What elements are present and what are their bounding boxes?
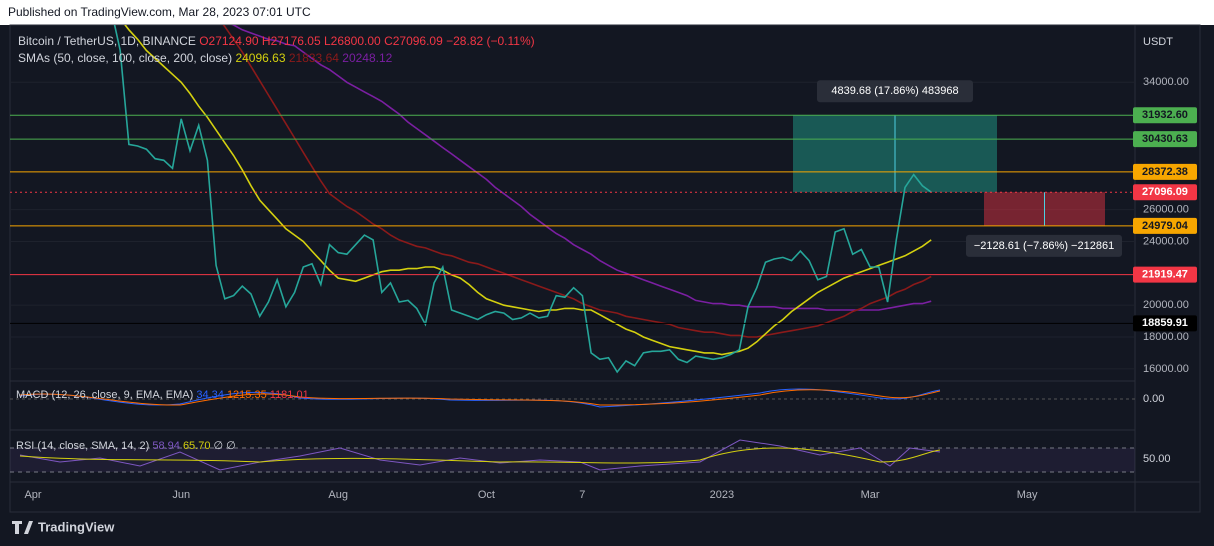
legend-entry: 21833.64 (289, 51, 339, 65)
ohlc: O27124.90 (199, 34, 259, 48)
ohlc: −28.82 (−0.11%) (446, 34, 535, 48)
x-tick-label: May (1017, 489, 1038, 501)
measure-label: −2128.61 (−7.86%) −212861 (974, 240, 1114, 252)
price-line (113, 25, 932, 374)
frame (9, 24, 1201, 513)
rsi-ma (19, 447, 941, 464)
level-label-bg (1133, 217, 1197, 234)
sma-name: SMAs (50, close, 100, close, 200, close) (18, 51, 232, 65)
rsi-name: RSI (14, close, SMA, 14, 2) (16, 440, 149, 452)
level-label: 21919.47 (1142, 269, 1188, 281)
ohlc: C27096.09 (384, 34, 443, 48)
y-tick-label: 18000.00 (1143, 331, 1189, 343)
ohlc: H27176.05 (262, 34, 321, 48)
level-label: 27096.09 (1142, 186, 1188, 198)
measure-label-bg (966, 234, 1122, 257)
macd-value: 34.34 (196, 389, 224, 401)
footer: TradingView (38, 519, 115, 534)
published: Published on TradingView.com, Mar 28, 20… (8, 5, 311, 19)
y-tick-label: 20000.00 (1143, 299, 1189, 311)
level-label: 24979.04 (1142, 220, 1189, 232)
rsi-value: 65.70 (183, 440, 211, 452)
signal-line (19, 389, 941, 406)
x-tick-label: Apr (24, 489, 41, 501)
rsi-value: ∅ ∅ (214, 440, 236, 452)
level-label-bg (1133, 107, 1197, 124)
y-tick-label: 26000.00 (1143, 204, 1189, 216)
level-label-bg (1133, 184, 1197, 201)
measure-label-bg (817, 80, 973, 103)
x-tick-label: Aug (328, 489, 348, 501)
macd-value: 1181.01 (270, 389, 309, 401)
x-tick-label: Jun (172, 489, 190, 501)
x-tick-label: Oct (478, 489, 495, 501)
rsi-tick: 50.00 (1143, 453, 1171, 465)
symbol: Bitcoin / TetherUS, 1D, BINANCE (18, 34, 196, 48)
rsi-line (19, 439, 941, 471)
y-tick-label: 16000.00 (1143, 363, 1189, 375)
level-label-bg (1133, 131, 1197, 148)
y-tick-label: 34000.00 (1143, 76, 1189, 88)
header-bar (0, 0, 1214, 25)
macd-value: 1215.35 (227, 389, 267, 401)
rsi-legend: RSI (14, close, SMA, 14, 2) 58.94 65.70 … (16, 440, 236, 452)
legend-entry: 24096.63 (235, 51, 285, 65)
sma-legend: SMAs (50, close, 100, close, 200, close)… (18, 51, 393, 65)
level-label: 18859.91 (1142, 317, 1188, 329)
ohlc: L26800.00 (324, 34, 381, 48)
level-label-bg (1133, 315, 1197, 332)
sma-line (231, 25, 932, 311)
x-tick-label: 2023 (710, 489, 734, 501)
measure-label: 4839.68 (17.86%) 483968 (831, 85, 958, 97)
legend-entry: 20248.12 (342, 51, 392, 65)
macd-legend: MACD (12, 26, close, 9, EMA, EMA) 34.34 … (16, 389, 309, 401)
y-tick-label: 24000.00 (1143, 235, 1189, 247)
level-label: 31932.60 (1142, 109, 1188, 121)
macd-name: MACD (12, 26, close, 9, EMA, EMA) (16, 389, 193, 401)
logo (12, 521, 33, 534)
level-label: 28372.38 (1142, 166, 1188, 178)
currency: USDT (1143, 36, 1173, 48)
rsi-value: 58.94 (152, 440, 180, 452)
level-label: 30430.63 (1142, 133, 1188, 145)
level-label-bg (1133, 163, 1197, 180)
x-tick-label: 7 (579, 489, 585, 501)
symbol-legend: Bitcoin / TetherUS, 1D, BINANCE O27124.9… (18, 34, 535, 48)
sma-line (222, 25, 932, 338)
level-label-bg (1133, 266, 1197, 283)
x-tick-label: Mar (861, 489, 880, 501)
macd-tick: 0.00 (1143, 393, 1164, 405)
sma-line (124, 25, 932, 356)
